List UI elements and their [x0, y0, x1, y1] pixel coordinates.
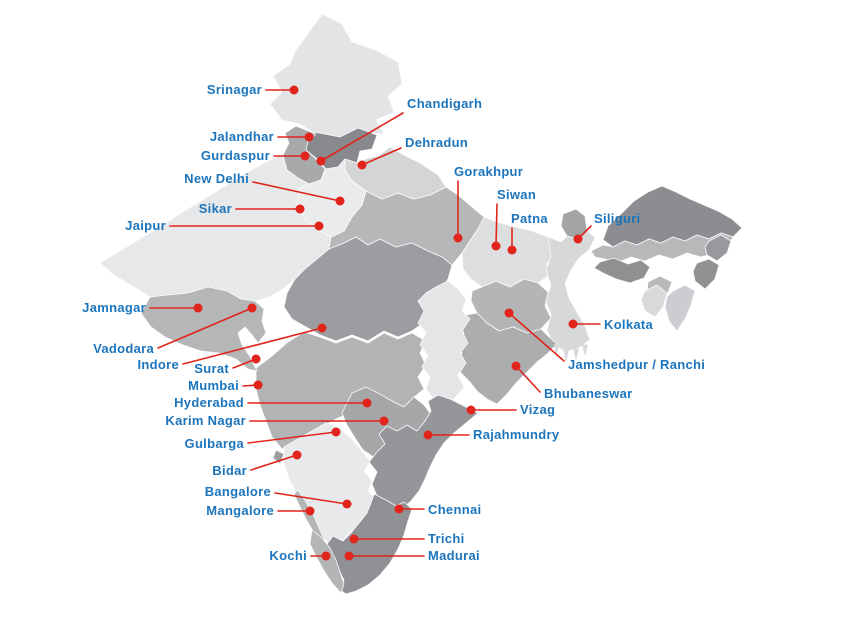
city-label-gorakhpur: Gorakhpur: [454, 164, 523, 179]
city-label-jalandhar: Jalandhar: [210, 129, 274, 144]
leader-line-dehradun: [361, 147, 402, 166]
city-label-kolkata: Kolkata: [604, 317, 654, 332]
city-label-vizag: Vizag: [520, 402, 555, 417]
leader-line-bhubaneswar: [515, 365, 541, 393]
city-label-hyderabad: Hyderabad: [174, 395, 244, 410]
city-label-karim-nagar: Karim Nagar: [165, 413, 246, 428]
state-west-bengal: [544, 229, 596, 353]
city-dot-jalandhar: [304, 132, 314, 142]
city-dot-jamshedpur-ranchi: [504, 308, 514, 318]
city-dot-trichi: [349, 534, 359, 544]
city-label-jamnagar: Jamnagar: [82, 300, 146, 315]
city-dot-vizag: [466, 405, 476, 415]
leader-line-new-delhi: [252, 181, 341, 202]
state-chhattisgarh: [417, 280, 471, 408]
city-dot-mangalore: [305, 506, 315, 516]
state-meghalaya: [593, 257, 651, 284]
city-dot-sikar: [295, 204, 305, 214]
city-label-dehradun: Dehradun: [405, 135, 468, 150]
city-dot-bhubaneswar: [511, 361, 521, 371]
city-dot-bangalore: [342, 499, 352, 509]
city-dot-dehradun: [357, 160, 367, 170]
city-dot-hyderabad: [362, 398, 372, 408]
city-label-jamshedpur-ranchi: Jamshedpur / Ranchi: [568, 357, 705, 372]
leader-line-bangalore: [274, 492, 348, 505]
state-haryana: [296, 158, 367, 238]
city-label-siliguri: Siliguri: [594, 211, 640, 226]
city-dot-kochi: [321, 551, 331, 561]
city-dot-gorakhpur: [453, 233, 463, 243]
city-label-trichi: Trichi: [428, 531, 464, 546]
leader-line-chandigarh: [320, 112, 404, 162]
state-jammu-kashmir: [269, 13, 403, 141]
city-dot-kolkata: [568, 319, 578, 329]
city-label-new-delhi: New Delhi: [184, 171, 249, 186]
leader-line-bidar: [250, 454, 298, 471]
leader-line-siwan: [495, 203, 498, 247]
city-dot-rajahmundry: [423, 430, 433, 440]
city-dot-jamnagar: [193, 303, 203, 313]
city-dot-new-delhi: [335, 196, 345, 206]
city-dot-vadodara: [247, 303, 257, 313]
city-label-indore: Indore: [137, 357, 179, 372]
ganges-delta-fringe: [554, 344, 588, 362]
city-dot-chandigarh: [316, 156, 326, 166]
city-label-mangalore: Mangalore: [206, 503, 274, 518]
city-label-bangalore: Bangalore: [205, 484, 271, 499]
city-label-patna: Patna: [511, 211, 548, 226]
city-label-gurdaspur: Gurdaspur: [201, 148, 270, 163]
city-dot-mumbai: [253, 380, 263, 390]
city-label-chandigarh: Chandigarh: [407, 96, 482, 111]
city-label-mumbai: Mumbai: [188, 378, 239, 393]
city-dot-siliguri: [573, 234, 583, 244]
leader-line-jamshedpur-ranchi: [508, 312, 565, 362]
city-label-srinagar: Srinagar: [207, 82, 262, 97]
city-label-bhubaneswar: Bhubaneswar: [544, 386, 633, 401]
state-madhya-pradesh: [283, 236, 453, 342]
city-label-vadodara: Vadodara: [93, 341, 154, 356]
city-label-gulbarga: Gulbarga: [185, 436, 245, 451]
city-dot-patna: [507, 245, 517, 255]
city-dot-surat: [251, 354, 261, 364]
state-assam: [590, 232, 734, 264]
city-label-bidar: Bidar: [212, 463, 247, 478]
leader-line-indore: [182, 327, 323, 365]
city-markers: Srinagar Jalandhar Gurdaspur Chandigarh Dehr…: [82, 82, 705, 563]
state-nagaland: [704, 234, 732, 262]
state-tripura: [640, 284, 668, 318]
city-dot-srinagar: [289, 85, 299, 95]
leader-line-vadodara: [157, 307, 253, 349]
city-label-siwan: Siwan: [497, 187, 536, 202]
city-label-kochi: Kochi: [269, 548, 307, 563]
city-label-jaipur: Jaipur: [125, 218, 166, 233]
city-label-rajahmundry: Rajahmundry: [473, 427, 560, 442]
city-dot-jaipur: [314, 221, 324, 231]
city-dot-indore: [317, 323, 327, 333]
city-dot-madurai: [344, 551, 354, 561]
city-label-chennai: Chennai: [428, 502, 481, 517]
city-label-surat: Surat: [194, 361, 229, 376]
city-dot-karim-nagar: [379, 416, 389, 426]
leader-line-gulbarga: [247, 431, 337, 444]
state-manipur: [692, 258, 720, 290]
city-dot-siwan: [491, 241, 501, 251]
city-dot-bidar: [292, 450, 302, 460]
city-dot-gulbarga: [331, 427, 341, 437]
city-label-sikar: Sikar: [199, 201, 232, 216]
state-mizoram: [664, 284, 696, 332]
city-dot-gurdaspur: [300, 151, 310, 161]
city-label-madurai: Madurai: [428, 548, 480, 563]
city-dot-chennai: [394, 504, 404, 514]
